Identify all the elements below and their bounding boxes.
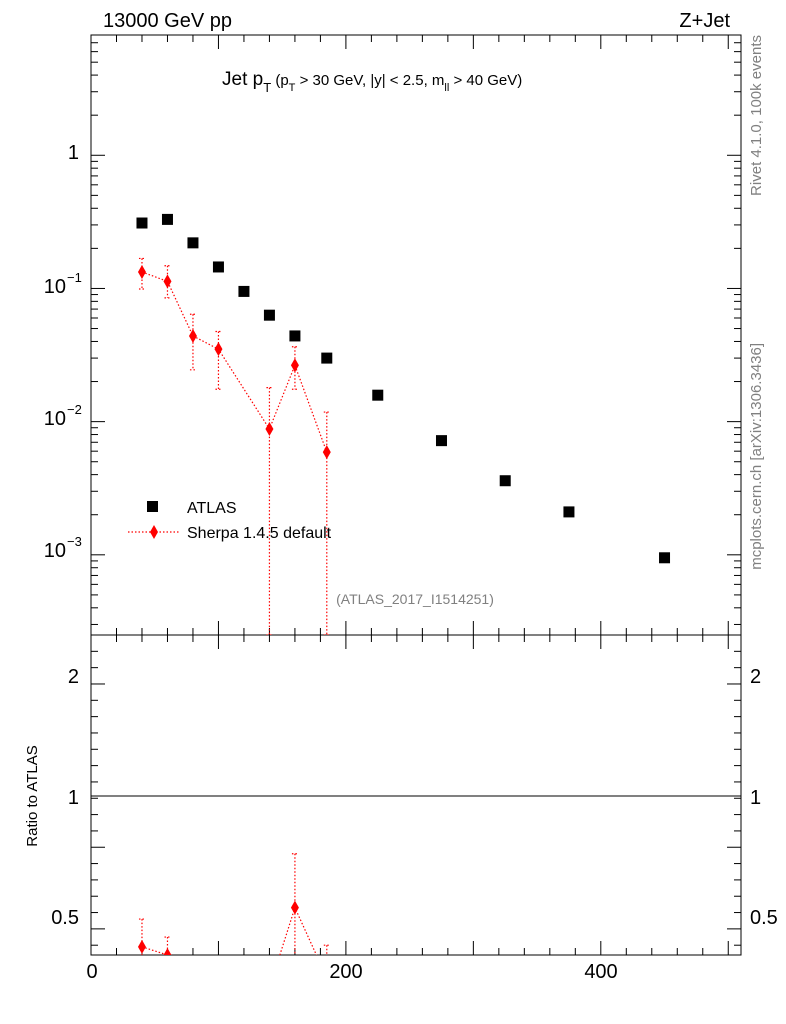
sherpa-line bbox=[141, 271, 328, 453]
x-tick-label: 400 bbox=[584, 961, 617, 983]
plot-title: Jet pT (pT > 30 GeV, |y| < 2.5, mll > 40… bbox=[222, 69, 522, 95]
ratio-tick-label-left: 2 bbox=[68, 666, 79, 688]
atlas-point bbox=[321, 352, 333, 364]
atlas-point bbox=[238, 285, 250, 297]
sherpa-point bbox=[188, 328, 197, 343]
ratio-ylabel: Ratio to ATLAS bbox=[24, 745, 41, 846]
ratio-tick-label-right: 2 bbox=[750, 666, 761, 688]
sherpa-point bbox=[322, 445, 331, 460]
sherpa-point bbox=[163, 274, 172, 289]
ratio-tick-label-right: 0.5 bbox=[750, 907, 778, 929]
atlas-point bbox=[659, 552, 671, 564]
ratio-tick-label-left: 1 bbox=[68, 787, 79, 809]
atlas-point bbox=[263, 309, 275, 321]
y-tick-labels: 1 10 −1 10 −2 10 −3 bbox=[44, 142, 82, 562]
legend-marker-sherpa bbox=[150, 525, 158, 539]
analysis-id: (ATLAS_2017_I1514251) bbox=[336, 591, 494, 607]
atlas-point bbox=[212, 261, 224, 273]
sherpa-ratio-point bbox=[290, 900, 299, 915]
atlas-point bbox=[499, 475, 511, 487]
y-tick-label: 10 bbox=[44, 540, 66, 562]
legend: ATLAS Sherpa 1.4.5 default bbox=[128, 500, 332, 542]
atlas-point bbox=[187, 237, 199, 249]
x-tick-labels: 0 200 400 bbox=[86, 961, 617, 983]
atlas-point bbox=[289, 330, 301, 342]
sherpa-point bbox=[214, 342, 223, 357]
ratio-tick-labels: 0.5 0.5 1 1 2 2 bbox=[51, 666, 778, 929]
tick-marks bbox=[90, 34, 741, 955]
y-tick-exponent: −3 bbox=[67, 534, 82, 549]
main-data-layer bbox=[136, 213, 671, 635]
ratio-tick-label-right: 1 bbox=[750, 787, 761, 809]
atlas-point bbox=[435, 435, 447, 447]
ratio-data-layer bbox=[137, 853, 330, 995]
header-left: 13000 GeV pp bbox=[103, 10, 232, 32]
sherpa-ratio-point bbox=[189, 971, 197, 985]
sherpa-ratio-point bbox=[163, 948, 172, 955]
sherpa-ratio-point bbox=[137, 939, 146, 954]
sherpa-ratio-line bbox=[141, 905, 318, 955]
sherpa-point bbox=[290, 358, 299, 373]
sherpa-point bbox=[265, 422, 274, 437]
sherpa-point bbox=[137, 264, 146, 279]
atlas-point bbox=[136, 217, 148, 229]
main-frame bbox=[90, 34, 742, 636]
legend-label-sherpa: Sherpa 1.4.5 default bbox=[187, 525, 332, 542]
atlas-point bbox=[372, 389, 384, 401]
x-tick-label: 0 bbox=[86, 961, 97, 983]
y-tick-label: 10 bbox=[44, 408, 66, 430]
ratio-tick-label-left: 0.5 bbox=[51, 907, 79, 929]
rivet-label: Rivet 4.1.0, 100k events bbox=[748, 35, 765, 196]
y-tick-exponent: −2 bbox=[67, 402, 82, 417]
sherpa-ratio-point bbox=[265, 981, 273, 995]
y-tick-label: 10 bbox=[44, 276, 66, 298]
ratio-frame bbox=[90, 634, 742, 956]
legend-marker-atlas bbox=[147, 501, 158, 512]
atlas-point bbox=[161, 213, 173, 225]
header-right: Z+Jet bbox=[679, 10, 730, 32]
legend-label-atlas: ATLAS bbox=[187, 500, 237, 517]
x-tick-label: 200 bbox=[329, 961, 362, 983]
y-tick-exponent: −1 bbox=[67, 270, 82, 285]
mcplots-label: mcplots.cern.ch [arXiv:1306.3436] bbox=[748, 343, 765, 570]
y-tick-label: 1 bbox=[68, 142, 79, 164]
sherpa-ratio-point bbox=[214, 964, 222, 978]
atlas-point bbox=[563, 506, 575, 518]
